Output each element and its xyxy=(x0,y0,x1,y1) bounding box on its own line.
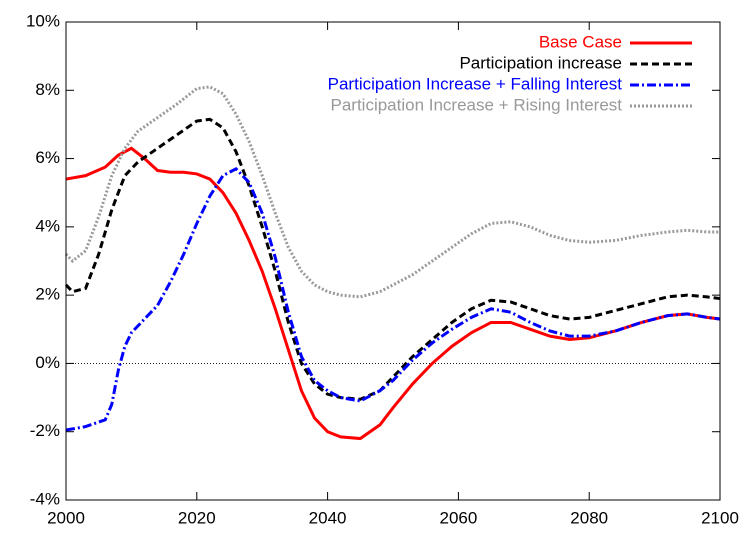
x-tick-label: 2040 xyxy=(309,508,347,527)
y-tick-label: 10% xyxy=(26,11,60,30)
y-tick-label: 6% xyxy=(35,148,60,167)
y-tick-label: 2% xyxy=(35,285,60,304)
x-tick-label: 2060 xyxy=(439,508,477,527)
plot-frame xyxy=(65,21,721,501)
x-tick-label: 2100 xyxy=(701,508,739,527)
legend-label: Participation increase xyxy=(459,53,622,72)
y-tick-label: -4% xyxy=(30,489,60,508)
series-line xyxy=(65,146,721,441)
series-line xyxy=(64,117,721,401)
series-line xyxy=(65,166,721,432)
legend-label: Participation Increase + Rising Interest xyxy=(330,95,622,114)
x-tick-label: 2000 xyxy=(47,508,85,527)
legend-label: Base Case xyxy=(539,32,622,51)
y-tick-label: -2% xyxy=(30,421,60,440)
x-tick-label: 2080 xyxy=(570,508,608,527)
x-tick-label: 2020 xyxy=(178,508,216,527)
y-tick-label: 0% xyxy=(35,353,60,372)
y-tick-label: 4% xyxy=(35,216,60,235)
y-tick-label: 8% xyxy=(35,80,60,99)
series-line xyxy=(64,85,720,299)
legend-label: Participation Increase + Falling Interes… xyxy=(328,74,623,93)
